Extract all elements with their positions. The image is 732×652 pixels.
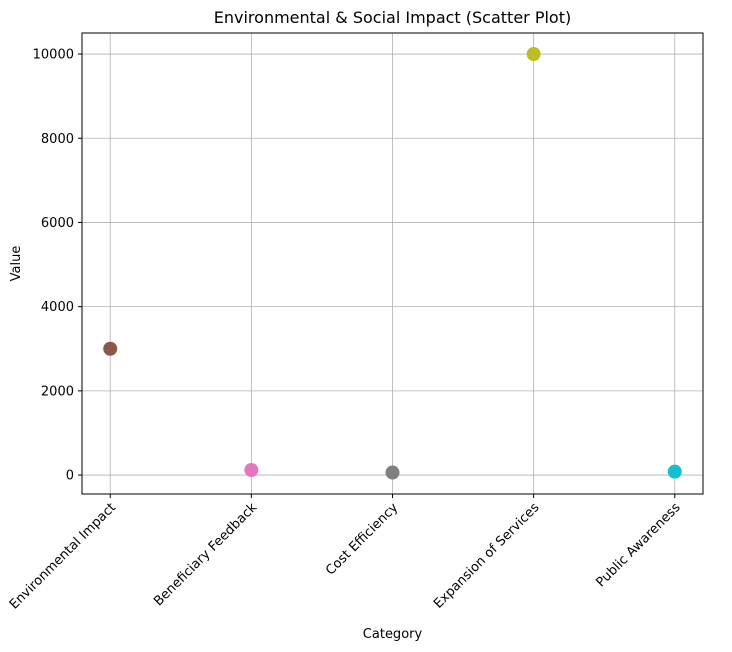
y-tick-label: 2000 — [41, 384, 74, 399]
y-tick-label: 6000 — [41, 216, 74, 231]
data-points — [103, 47, 682, 480]
y-tick-label: 4000 — [41, 300, 74, 315]
data-point — [385, 465, 400, 480]
x-tick-label: Cost Efficiency — [323, 500, 401, 578]
chart-title: Environmental & Social Impact (Scatter P… — [214, 8, 571, 27]
x-axis: Environmental Impact Beneficiary Feedback… — [7, 494, 684, 612]
y-tick-label: 0 — [66, 469, 74, 484]
x-tick-label: Public Awareness — [594, 500, 684, 590]
y-tick-label: 10000 — [33, 48, 74, 63]
x-tick-label: Beneficiary Feedback — [151, 500, 260, 609]
data-point — [244, 463, 259, 478]
grid-lines — [82, 33, 703, 494]
y-axis-label: Value — [9, 246, 24, 282]
data-point — [103, 341, 118, 356]
x-tick-label: Environmental Impact — [7, 500, 119, 612]
y-axis: 0 2000 4000 6000 8000 10000 — [33, 48, 82, 484]
data-point — [667, 464, 682, 479]
y-tick-label: 8000 — [41, 132, 74, 147]
data-point — [526, 47, 541, 62]
x-tick-label: Expansion of Services — [431, 500, 543, 612]
x-axis-label: Category — [363, 627, 423, 642]
